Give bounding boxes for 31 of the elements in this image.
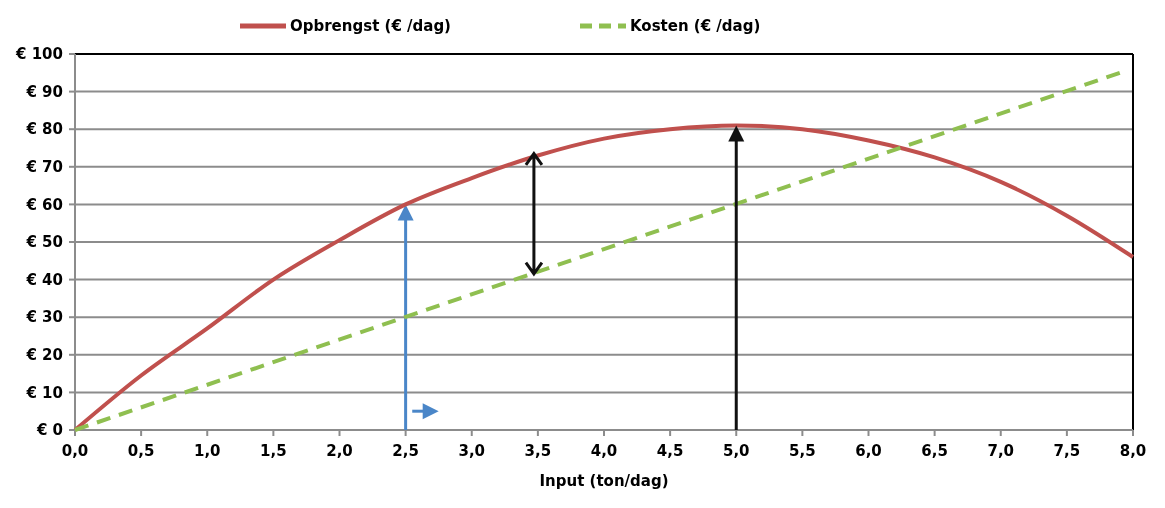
x-tick-label: 3,0 xyxy=(458,442,486,460)
x-tick-label: 5,5 xyxy=(789,442,816,460)
x-tick-label: 6,0 xyxy=(855,442,882,460)
y-tick-label: € 20 xyxy=(25,346,63,365)
legend-label: Kosten (€ /dag) xyxy=(630,17,761,36)
x-tick-label: 2,5 xyxy=(392,442,419,460)
x-tick-label: 0,0 xyxy=(61,442,89,460)
x-tick-label: 7,0 xyxy=(987,442,1015,460)
x-tick-label: 5,0 xyxy=(722,442,750,460)
x-tick-label: 1,5 xyxy=(260,442,287,460)
x-tick-label: 4,5 xyxy=(656,442,684,460)
y-tick-label: € 50 xyxy=(25,233,63,252)
x-tick-label: 7,5 xyxy=(1053,442,1081,460)
legend-label: Opbrengst (€ /dag) xyxy=(290,17,451,36)
y-tick-label: € 10 xyxy=(25,383,63,402)
y-tick-label: € 70 xyxy=(25,158,63,177)
x-tick-label: 2,0 xyxy=(326,442,353,460)
y-tick-label: € 40 xyxy=(25,270,63,289)
y-tick-label: € 80 xyxy=(25,120,63,139)
x-tick-label: 1,0 xyxy=(193,442,221,460)
x-tick-label: 0,5 xyxy=(127,442,155,460)
x-tick-label: 3,5 xyxy=(524,442,552,460)
y-tick-label: € 100 xyxy=(15,45,63,64)
x-tick-label: 6,5 xyxy=(921,442,948,460)
y-tick-label: € 90 xyxy=(25,82,63,101)
x-axis-title: Input (ton/dag) xyxy=(539,472,669,490)
y-tick-label: € 0 xyxy=(35,421,63,440)
x-tick-label: 4,0 xyxy=(590,442,618,460)
y-tick-label: € 60 xyxy=(25,195,63,214)
x-tick-label: 8,0 xyxy=(1119,442,1147,460)
y-tick-label: € 30 xyxy=(25,308,63,327)
